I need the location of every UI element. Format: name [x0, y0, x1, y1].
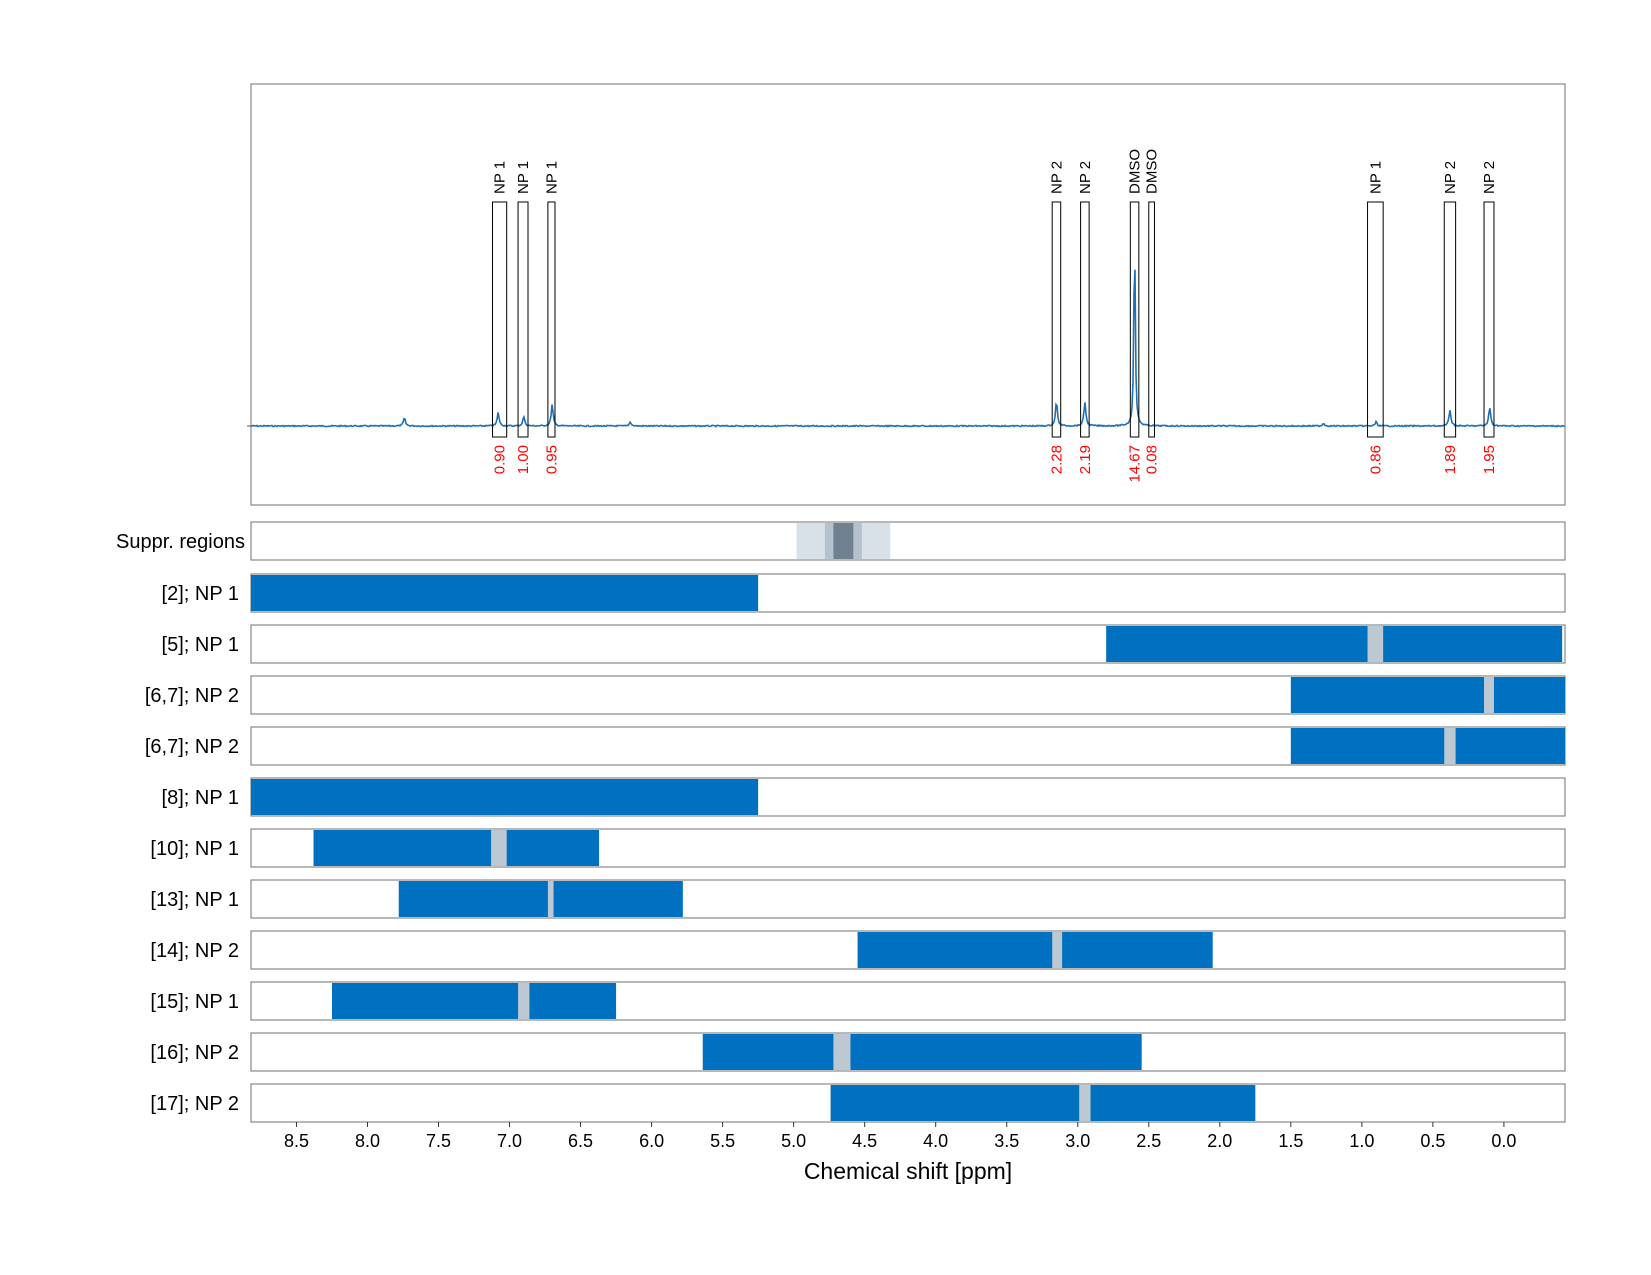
x-tick-label: 5.0	[781, 1131, 806, 1151]
annotation-box	[1080, 201, 1090, 438]
annotation-box	[1483, 201, 1495, 438]
x-tick-label: 0.5	[1420, 1131, 1445, 1151]
spectrum-line	[250, 269, 1566, 428]
range-bar	[1290, 728, 1565, 764]
integral-value: 1.89	[1442, 445, 1459, 474]
peak-marker	[491, 830, 507, 866]
integral-value: 2.19	[1077, 445, 1094, 474]
annotation-box	[1148, 201, 1155, 438]
peak-marker	[547, 881, 554, 917]
suppr-label: Suppr. regions	[116, 531, 245, 553]
x-tick-label: 2.5	[1136, 1131, 1161, 1151]
annotation-label: NP 1	[492, 161, 509, 194]
x-tick-label: 4.5	[852, 1131, 877, 1151]
x-tick-label: 6.5	[568, 1131, 593, 1151]
annotation-box	[517, 201, 529, 438]
annotation-box	[1367, 201, 1384, 438]
peak-marker	[518, 983, 530, 1019]
x-tick-label: 6.0	[639, 1131, 664, 1151]
row-label: [6,7]; NP 2	[145, 736, 239, 758]
range-bar	[702, 1034, 1142, 1070]
range-bar	[1290, 677, 1565, 713]
integral-value: 1.00	[515, 445, 532, 474]
peak-marker	[1367, 626, 1384, 662]
annotation-label: DMSO	[1127, 149, 1144, 194]
annotation-label: NP 2	[1442, 161, 1459, 194]
x-tick-label: 7.0	[497, 1131, 522, 1151]
annotation-label: NP 1	[515, 161, 532, 194]
annotation-label: NP 1	[1367, 161, 1384, 194]
integral-value: 14.67	[1127, 445, 1144, 483]
x-tick-label: 0.0	[1491, 1131, 1516, 1151]
x-tick-label: 3.5	[994, 1131, 1019, 1151]
suppr-frame	[250, 521, 1566, 561]
range-bar	[398, 881, 683, 917]
suppr-region	[833, 523, 854, 559]
spectrum-frame	[250, 83, 1566, 506]
x-tick-label: 1.0	[1349, 1131, 1374, 1151]
row-label: [13]; NP 1	[150, 889, 239, 911]
range-rows: Suppr. regions [2]; NP 1 [5]; NP 1 [6,7]; N…	[116, 521, 1566, 1123]
row-label: [15]; NP 1	[150, 991, 239, 1013]
annotation-label: NP 1	[543, 161, 560, 194]
integral-value: 1.95	[1481, 445, 1498, 474]
annotation-box	[1443, 201, 1457, 438]
x-tick-label: 1.5	[1278, 1131, 1303, 1151]
range-bar	[331, 983, 617, 1019]
x-tick-label: 3.0	[1065, 1131, 1090, 1151]
row-label: [8]; NP 1	[162, 787, 239, 809]
range-bar	[313, 830, 600, 866]
range-bar	[1106, 626, 1563, 662]
integral-value: 0.95	[543, 445, 560, 474]
peak-marker	[1484, 677, 1494, 713]
x-tick-label: 5.5	[710, 1131, 735, 1151]
range-bar	[251, 779, 759, 815]
row-label: [14]; NP 2	[150, 940, 239, 962]
annotation-label: DMSO	[1144, 149, 1161, 194]
annotation-box	[1129, 201, 1140, 438]
annotation-label: NP 2	[1077, 161, 1094, 194]
x-tick-label: 2.0	[1207, 1131, 1232, 1151]
row-label: [2]; NP 1	[162, 583, 239, 605]
peak-marker	[833, 1034, 851, 1070]
row-label: [17]; NP 2	[150, 1093, 239, 1115]
range-bar	[857, 932, 1213, 968]
x-axis: 8.5 8.0 7.5 7.0 6.5 6.0 5.5 5.0 4.5 4.0 3.5 3.0 2.5 2…	[284, 1122, 1516, 1184]
range-bar	[830, 1085, 1256, 1121]
row-label: [6,7]; NP 2	[145, 685, 239, 707]
annotation-box	[547, 201, 556, 438]
x-tick-label: 8.5	[284, 1131, 309, 1151]
integral-value: 0.86	[1367, 445, 1384, 474]
annotation-box	[1051, 201, 1062, 438]
x-tick-label: 8.0	[355, 1131, 380, 1151]
range-bar	[251, 575, 759, 611]
integral-value: 0.08	[1144, 445, 1161, 474]
x-tick-label: 7.5	[426, 1131, 451, 1151]
annotation-box	[491, 201, 508, 438]
x-axis-label: Chemical shift [ppm]	[804, 1158, 1012, 1184]
x-tick-label: 4.0	[923, 1131, 948, 1151]
peak-marker	[1079, 1085, 1091, 1121]
peak-marker	[1444, 728, 1456, 764]
integral-value: 0.90	[492, 445, 509, 474]
annotation-label: NP 2	[1048, 161, 1065, 194]
spectrum-panel: NP 1 0.90 NP 1 1.00 NP 1 0.95 NP 2 2.28 NP 2 2.19…	[247, 83, 1566, 506]
peak-marker	[1052, 932, 1063, 968]
row-label: [10]; NP 1	[150, 838, 239, 860]
annotation-label: NP 2	[1481, 161, 1498, 194]
integral-value: 2.28	[1048, 445, 1065, 474]
row-label: [5]; NP 1	[162, 634, 239, 656]
row-label: [16]; NP 2	[150, 1042, 239, 1064]
